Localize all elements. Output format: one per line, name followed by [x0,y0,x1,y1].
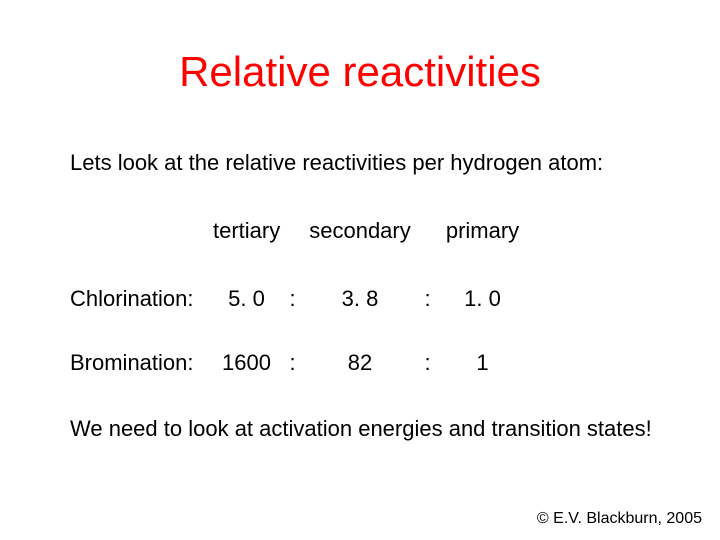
ratio-separator: : [415,286,440,312]
cell-secondary: 3. 8 [305,286,415,312]
table-row: Chlorination:5. 0:3. 8:1. 0 [70,286,650,312]
cell-tertiary: 1600 [213,350,280,376]
ratio-separator: : [415,350,440,376]
header-secondary: secondary [305,218,415,244]
copyright-footer: © E.V. Blackburn, 2005 [537,510,702,528]
cell-primary: 1. 0 [440,286,525,312]
intro-text: Lets look at the relative reactivities p… [70,150,650,176]
ratio-separator: : [280,350,305,376]
table-header-row: tertiary secondary primary [70,218,650,244]
header-primary: primary [440,218,525,244]
conclusion-text: We need to look at activation energies a… [70,415,670,443]
cell-tertiary: 5. 0 [213,286,280,312]
header-tertiary: tertiary [213,218,280,244]
slide-title: Relative reactivities [0,48,720,96]
row-label-bromination: Bromination: [70,350,213,376]
cell-secondary: 82 [305,350,415,376]
table-row: Bromination:1600:82:1 [70,350,650,376]
row-label-chlorination: Chlorination: [70,286,213,312]
cell-primary: 1 [440,350,525,376]
ratio-separator: : [280,286,305,312]
slide: Relative reactivities Lets look at the r… [0,0,720,540]
